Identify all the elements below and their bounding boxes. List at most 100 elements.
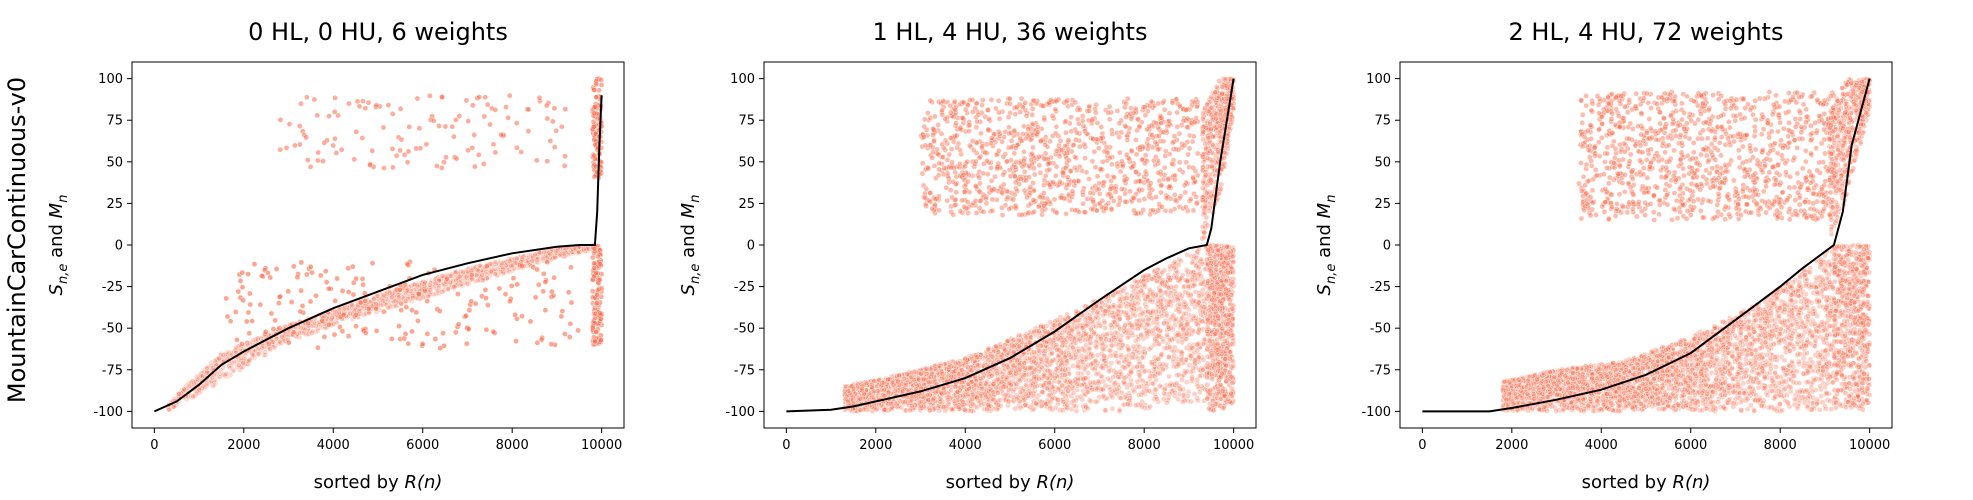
scatter-point bbox=[421, 279, 428, 286]
scatter-point bbox=[496, 285, 503, 292]
scatter-point bbox=[592, 311, 599, 317]
scatter-point bbox=[1046, 380, 1053, 387]
scatter-point bbox=[593, 270, 599, 276]
scatter-point bbox=[1167, 344, 1173, 350]
scatter-point bbox=[319, 317, 326, 324]
scatter-point bbox=[444, 275, 450, 282]
scatter-point bbox=[562, 106, 569, 112]
scatter-point bbox=[381, 308, 387, 315]
x-axis-label-var: R(n) bbox=[404, 472, 442, 493]
scatter-point bbox=[345, 289, 352, 295]
scatter-point bbox=[307, 298, 314, 305]
scatter-point bbox=[590, 324, 596, 331]
scatter-point bbox=[286, 121, 293, 127]
scatter-point bbox=[525, 106, 532, 113]
scatter-point bbox=[532, 294, 539, 301]
scatter-point bbox=[562, 153, 568, 159]
scatter-point bbox=[416, 125, 423, 132]
scatter-point bbox=[581, 246, 587, 253]
scatter-point bbox=[1135, 355, 1141, 362]
scatter-point bbox=[385, 305, 391, 311]
x-tick-label: 6000 bbox=[406, 438, 439, 453]
scatter-point bbox=[598, 337, 604, 344]
scatter-point bbox=[436, 308, 443, 314]
scatter-point bbox=[310, 328, 316, 335]
scatter-point bbox=[1167, 391, 1173, 398]
scatter-point bbox=[404, 287, 411, 293]
scatter-point bbox=[482, 94, 489, 100]
scatter-point bbox=[285, 288, 292, 295]
scatter-point bbox=[190, 393, 197, 400]
scatter-point bbox=[1136, 305, 1143, 312]
scatter-point bbox=[300, 330, 307, 336]
scatter-point bbox=[1202, 336, 1208, 343]
scatter-point bbox=[468, 271, 475, 278]
scatter-point bbox=[359, 275, 366, 282]
scatter-point bbox=[423, 141, 430, 148]
scatter-point bbox=[247, 301, 253, 308]
scatter-point bbox=[380, 124, 387, 131]
scatter-point bbox=[334, 275, 340, 282]
scatter-point bbox=[453, 155, 460, 162]
x-tick-label: 10000 bbox=[581, 438, 622, 453]
scatter-point bbox=[1000, 383, 1007, 390]
scatter-point bbox=[317, 272, 324, 279]
scatter-point bbox=[591, 260, 597, 267]
scatter-point bbox=[509, 262, 516, 269]
scatter-point bbox=[1185, 290, 1191, 297]
scatter-point bbox=[1101, 353, 1107, 359]
scatter-point bbox=[288, 299, 295, 305]
y-tick-label: 75 bbox=[106, 114, 123, 129]
scatter-point bbox=[479, 272, 486, 278]
chart-title: 1 HL, 4 HU, 36 weights bbox=[873, 18, 1148, 46]
scatter-point bbox=[492, 107, 499, 113]
scatter-point bbox=[235, 288, 242, 295]
x-tick-label: 8000 bbox=[496, 438, 529, 453]
scatter-point bbox=[262, 328, 269, 335]
scatter-point bbox=[415, 317, 421, 324]
scatter-point bbox=[338, 146, 345, 153]
scatter-point bbox=[235, 362, 242, 369]
scatter-point bbox=[262, 349, 269, 356]
scatter-point bbox=[331, 331, 338, 338]
scatter-point bbox=[590, 119, 597, 125]
scatter-point bbox=[389, 145, 396, 152]
scatter-point bbox=[323, 279, 330, 285]
scatter-point bbox=[332, 298, 339, 304]
scatter-point bbox=[456, 274, 463, 280]
scatter-point bbox=[1002, 392, 1009, 399]
scatter-point bbox=[188, 379, 194, 386]
scatter-point bbox=[240, 297, 246, 304]
scatter-point bbox=[398, 136, 405, 143]
scatter-point bbox=[276, 325, 283, 331]
scatter-point bbox=[365, 99, 372, 106]
scatter-point bbox=[396, 286, 403, 293]
scatter-point bbox=[340, 306, 347, 313]
scatter-point bbox=[396, 323, 402, 329]
scatter-point bbox=[1107, 347, 1114, 354]
y-tick-label: -50 bbox=[102, 322, 123, 337]
scatter-point bbox=[1083, 384, 1090, 391]
scatter-point bbox=[441, 159, 447, 165]
scatter-point bbox=[475, 152, 482, 158]
scatter-point bbox=[1121, 380, 1128, 387]
scatter-point bbox=[362, 330, 369, 336]
scatter-point bbox=[558, 313, 565, 320]
scatter-point bbox=[1132, 338, 1139, 344]
scatter-point bbox=[353, 275, 359, 282]
scatter-point bbox=[550, 118, 556, 125]
scatter-point bbox=[452, 329, 459, 336]
scatter-point bbox=[1106, 298, 1113, 304]
scatter-point bbox=[296, 123, 303, 129]
scatter-point bbox=[298, 287, 304, 294]
scatter-point bbox=[329, 314, 335, 321]
scatter-point bbox=[490, 328, 497, 335]
scatter-point bbox=[1196, 293, 1202, 299]
scatter-point bbox=[1179, 377, 1185, 383]
scatter-point bbox=[544, 158, 551, 164]
scatter-point bbox=[541, 270, 547, 277]
scatter-point bbox=[591, 110, 598, 117]
scatter-point bbox=[249, 318, 255, 324]
scatter-point bbox=[373, 305, 380, 312]
